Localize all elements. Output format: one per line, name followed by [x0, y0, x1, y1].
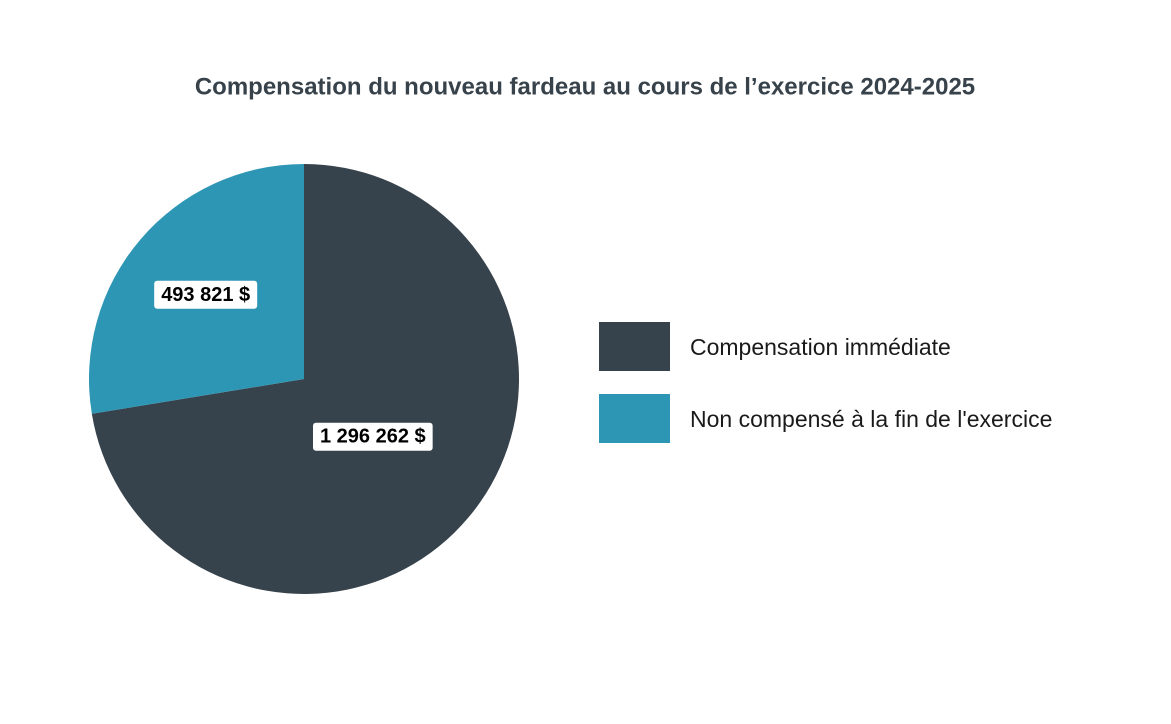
- chart-title: Compensation du nouveau fardeau au cours…: [195, 73, 975, 100]
- legend-label: Non compensé à la fin de l'exercice: [690, 406, 1052, 432]
- data-label-box: [312, 422, 433, 451]
- data-label-box: [154, 280, 258, 309]
- data-label: 1 296 262 $: [320, 426, 426, 448]
- legend-label: Compensation immédiate: [690, 334, 951, 360]
- legend-swatch: [599, 394, 670, 443]
- pie-slice: [91, 164, 519, 594]
- data-label: 493 821 $: [161, 284, 250, 306]
- legend-swatch: [599, 322, 670, 371]
